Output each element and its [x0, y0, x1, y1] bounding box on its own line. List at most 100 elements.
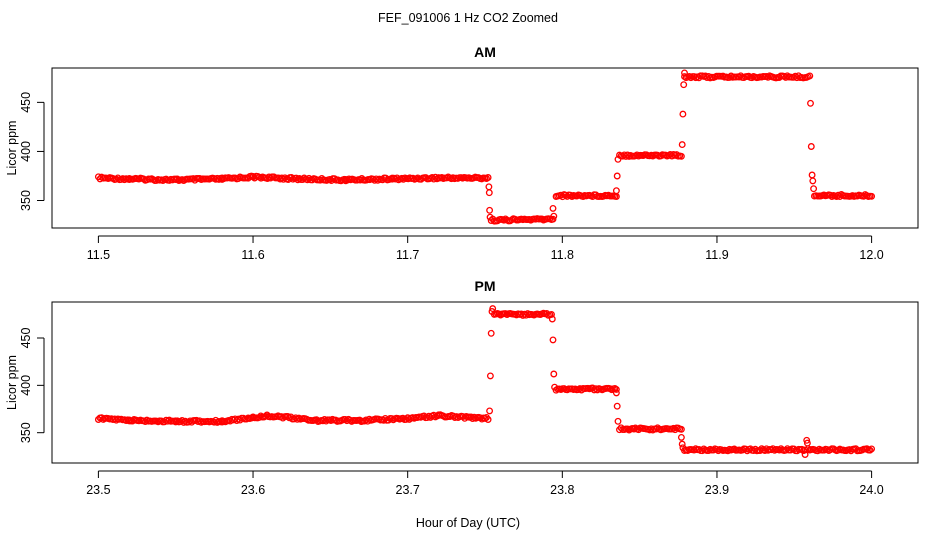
- data-point: [738, 446, 746, 454]
- outlier-point: [489, 305, 497, 313]
- data-point: [431, 173, 439, 181]
- data-point: [745, 72, 753, 80]
- y-tick-label: 350: [19, 190, 33, 211]
- data-point: [616, 426, 623, 434]
- data-point: [420, 412, 428, 420]
- outlier-point: [809, 177, 817, 185]
- data-point: [484, 174, 492, 181]
- data-point: [782, 73, 790, 81]
- data-point: [356, 416, 364, 424]
- y-axis-label: Licor ppm: [5, 121, 19, 176]
- data-point: [787, 446, 795, 454]
- x-tick-label: 23.9: [705, 483, 729, 497]
- data-point: [372, 175, 380, 183]
- x-axis: 11.5 11.6 11.7 11.8 11.9 12.0: [87, 235, 884, 262]
- outlier-point: [680, 81, 688, 89]
- data-point: [593, 386, 601, 394]
- outlier-point: [614, 417, 622, 425]
- y-axis: 350 400 450: [19, 92, 45, 211]
- data-point: [652, 425, 660, 433]
- x-tick-label: 23.8: [550, 483, 574, 497]
- data-point: [257, 412, 265, 420]
- outlier-point: [612, 389, 620, 397]
- outlier-point: [550, 370, 558, 378]
- data-points: [94, 69, 876, 225]
- data-point: [189, 175, 197, 183]
- outlier-point: [485, 189, 493, 197]
- outlier-point: [486, 372, 494, 380]
- outlier-point: [679, 110, 687, 118]
- panel-title: AM: [474, 44, 496, 60]
- data-point: [549, 215, 557, 223]
- data-point: [522, 311, 530, 319]
- data-point: [763, 445, 770, 453]
- data-point: [756, 447, 764, 454]
- data-point: [404, 414, 412, 422]
- data-point: [868, 192, 876, 200]
- outlier-point: [486, 407, 494, 415]
- data-point: [362, 416, 370, 424]
- data-point: [764, 73, 772, 81]
- outlier-point: [549, 336, 557, 344]
- y-tick-label: 350: [19, 422, 33, 443]
- data-point: [562, 191, 570, 199]
- data-point: [112, 175, 120, 183]
- data-point: [826, 191, 834, 199]
- outlier-point: [485, 183, 493, 191]
- data-point: [234, 175, 242, 183]
- data-point: [487, 217, 495, 224]
- data-point: [111, 415, 119, 423]
- data-point: [470, 413, 478, 421]
- data-point: [698, 447, 706, 455]
- data-point: [814, 447, 822, 455]
- outlier-point: [807, 143, 815, 150]
- data-point: [430, 411, 438, 419]
- outlier-point: [614, 155, 622, 163]
- data-point: [346, 416, 354, 424]
- data-point: [868, 445, 876, 453]
- outlier-point: [613, 172, 621, 180]
- outlier-point: [486, 213, 494, 221]
- data-point: [257, 174, 265, 182]
- data-point: [735, 73, 743, 81]
- data-point: [210, 418, 218, 426]
- data-point: [500, 216, 508, 224]
- data-point: [657, 152, 665, 160]
- outlier-point: [612, 187, 620, 195]
- outlier-point: [551, 383, 559, 391]
- x-tick-label: 11.9: [705, 248, 728, 262]
- y-tick-label: 400: [19, 141, 33, 162]
- x-tick-label: 11.5: [87, 248, 110, 262]
- data-point: [399, 175, 407, 183]
- data-point: [484, 416, 492, 423]
- data-point: [249, 172, 257, 180]
- pm-panel: PM 23.5 23.6 23.7 23.8 23.9 24.0 350 400 450Licor…: [5, 278, 919, 497]
- data-point: [279, 175, 287, 183]
- data-point: [393, 174, 401, 182]
- outlier-point: [807, 99, 814, 107]
- data-point: [666, 151, 674, 158]
- x-tick-label: 11.6: [241, 248, 264, 262]
- outlier-point: [486, 206, 494, 214]
- data-point: [293, 415, 301, 423]
- x-tick-label: 24.0: [859, 483, 883, 497]
- y-tick-label: 450: [19, 92, 33, 113]
- data-point: [798, 445, 806, 453]
- data-point: [612, 385, 620, 393]
- outlier-point: [679, 444, 687, 452]
- data-point: [624, 151, 631, 159]
- data-point: [860, 192, 868, 200]
- data-point: [173, 175, 181, 183]
- data-point: [524, 310, 532, 318]
- data-point: [548, 310, 555, 318]
- data-point: [459, 413, 467, 421]
- am-panel: AM 11.5 11.6 11.7 11.8 11.9 12.0 350 400 450Licor…: [5, 44, 919, 262]
- data-point: [670, 424, 677, 432]
- data-point: [705, 447, 713, 455]
- data-point: [563, 192, 571, 200]
- y-tick-label: 450: [19, 328, 33, 349]
- data-point: [713, 445, 721, 453]
- data-point: [287, 174, 295, 181]
- data-points: [94, 305, 876, 458]
- data-point: [343, 417, 351, 425]
